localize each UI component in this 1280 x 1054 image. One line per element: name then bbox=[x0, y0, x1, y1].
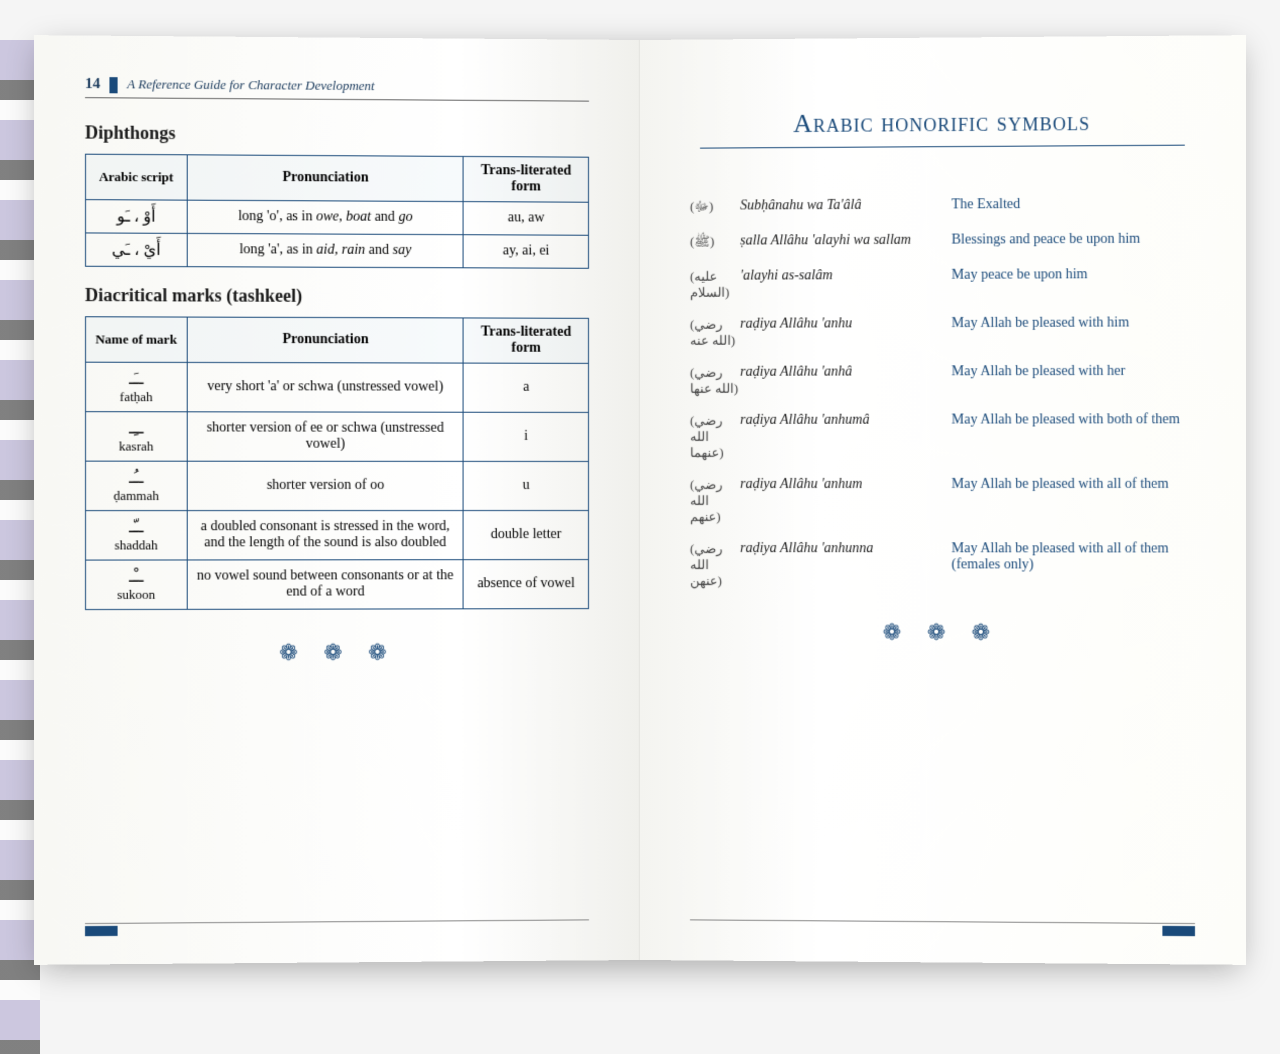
honorific-transliteration: Subḥânahu wa Ta'âlâ bbox=[740, 197, 951, 214]
diphthongs-heading: Diphthongs bbox=[85, 122, 589, 146]
cell-mark-name: ــْـsukoon bbox=[86, 560, 187, 610]
cell-mark-name: ــَـfatḥah bbox=[86, 362, 187, 412]
cell-form: ay, ai, ei bbox=[464, 235, 589, 269]
honorific-transliteration: raḍiya Allâhu 'anhum bbox=[740, 477, 951, 493]
table-row: ــَـfatḥahvery short 'a' or schwa (unstr… bbox=[86, 362, 589, 412]
diacritical-heading: Diacritical marks (tashkeel) bbox=[85, 285, 589, 308]
honorific-meaning: Blessings and peace be upon him bbox=[951, 231, 1194, 248]
th-pronunciation: Pronunciation bbox=[187, 155, 464, 202]
ornament-left: ❁ ❁ ❁ bbox=[85, 639, 589, 666]
table-row: ــْـsukoonno vowel sound between consona… bbox=[86, 560, 589, 610]
table-row: ــِـkasrahshorter version of ee or schwa… bbox=[86, 412, 589, 462]
cell-mark-name: ــِـkasrah bbox=[86, 412, 187, 462]
diphthongs-table: Arabic script Pronunciation Trans-litera… bbox=[85, 154, 589, 269]
cell-script: أَوْ ، ـَو bbox=[86, 200, 187, 234]
honorific-list: (ﷻ)Subḥânahu wa Ta'âlâThe Exalted (ﷺ)ṣall… bbox=[690, 196, 1195, 590]
honorific-meaning: May Allah be pleased with all of them (f… bbox=[951, 541, 1194, 573]
th-arabic-script: Arabic script bbox=[86, 154, 187, 200]
table-row: أَوْ ، ـَوlong 'o', as in owe, boat and … bbox=[86, 200, 589, 236]
honorific-row: (رضي الله عنهم)raḍiya Allâhu 'anhumMay A… bbox=[690, 477, 1195, 525]
honorific-transliteration: raḍiya Allâhu 'anhâ bbox=[740, 364, 951, 381]
honorific-title: Arabic honorific symbols bbox=[690, 106, 1195, 139]
honorific-symbol: (رضي الله عنهما) bbox=[690, 413, 740, 461]
honorific-transliteration: raḍiya Allâhu 'anhunna bbox=[740, 541, 951, 557]
cell-pronunciation: no vowel sound between consonants or at … bbox=[187, 560, 464, 610]
footer-block-right bbox=[1162, 926, 1195, 936]
cell-form: au, aw bbox=[464, 202, 589, 236]
honorific-transliteration: ṣalla Allâhu 'alayhi wa sallam bbox=[740, 233, 951, 250]
honorific-meaning: May Allah be pleased with both of them bbox=[951, 412, 1194, 428]
honorific-symbol: (رضي الله عنهم) bbox=[690, 477, 740, 525]
honorific-symbol: (رضي الله عنهن) bbox=[690, 541, 740, 589]
table-row: ــُـḍammahshorter version of oou bbox=[86, 461, 589, 510]
honorific-transliteration: raḍiya Allâhu 'anhu bbox=[740, 316, 951, 333]
honorific-meaning: May Allah be pleased with him bbox=[951, 315, 1194, 332]
honorific-transliteration: raḍiya Allâhu 'anhumâ bbox=[740, 413, 951, 429]
th-transliterated: Trans-literated form bbox=[464, 156, 589, 202]
page-number: 14 bbox=[85, 76, 100, 92]
honorific-symbol: (رضي الله عنها) bbox=[690, 365, 740, 397]
diacritical-table: Name of mark Pronunciation Trans-literat… bbox=[85, 316, 589, 610]
left-page: 14 A Reference Guide for Character Devel… bbox=[34, 35, 640, 965]
honorific-row: (ﷻ)Subḥânahu wa Ta'âlâThe Exalted bbox=[690, 196, 1195, 218]
th-name-of-mark: Name of mark bbox=[86, 317, 187, 363]
honorific-meaning: May Allah be pleased with all of them bbox=[951, 477, 1194, 493]
honorific-symbol: (عليه السلام) bbox=[690, 269, 740, 301]
honorific-transliteration: 'alayhi as-salâm bbox=[740, 268, 951, 285]
cell-script: أَيْ ، ـَي bbox=[86, 233, 187, 267]
header-marker bbox=[110, 77, 118, 93]
table-row: أَيْ ، ـَيlong 'a', as in aid, rain and … bbox=[86, 233, 589, 268]
cell-mark-name: ــّـshaddah bbox=[86, 511, 187, 560]
book-spread: 14 A Reference Guide for Character Devel… bbox=[40, 40, 1240, 960]
cell-pronunciation: shorter version of oo bbox=[187, 461, 464, 510]
cell-form: double letter bbox=[464, 511, 589, 560]
cell-form: a bbox=[464, 363, 589, 412]
footer-rule-right bbox=[690, 919, 1195, 924]
honorific-row: (عليه السلام)'alayhi as-salâmMay peace b… bbox=[690, 267, 1195, 301]
honorific-row: (رضي الله عنها)raḍiya Allâhu 'anhâMay Al… bbox=[690, 364, 1195, 397]
footer-rule-left bbox=[85, 919, 589, 924]
honorific-meaning: May peace be upon him bbox=[951, 267, 1194, 284]
honorific-row: (رضي الله عنه)raḍiya Allâhu 'anhuMay All… bbox=[690, 315, 1195, 349]
running-head-title: A Reference Guide for Character Developm… bbox=[127, 76, 375, 93]
running-head: 14 A Reference Guide for Character Devel… bbox=[85, 76, 589, 102]
cell-pronunciation: shorter version of ee or schwa (unstress… bbox=[187, 412, 464, 462]
honorific-meaning: May Allah be pleased with her bbox=[951, 364, 1194, 381]
cell-pronunciation: very short 'a' or schwa (unstressed vowe… bbox=[187, 362, 464, 412]
cell-form: absence of vowel bbox=[464, 560, 589, 609]
cell-form: i bbox=[464, 412, 589, 461]
honorific-row: (ﷺ)ṣalla Allâhu 'alayhi wa sallamBlessin… bbox=[690, 231, 1195, 252]
cell-pronunciation: a doubled consonant is stressed in the w… bbox=[187, 511, 464, 560]
footer-block-left bbox=[85, 926, 118, 936]
cell-form: u bbox=[464, 461, 589, 510]
th-transliterated-2: Trans-literated form bbox=[464, 318, 589, 363]
honorific-row: (رضي الله عنهما)raḍiya Allâhu 'anhumâMay… bbox=[690, 412, 1195, 461]
ornament-right: ❁ ❁ ❁ bbox=[690, 619, 1195, 646]
honorific-symbol: (رضي الله عنه) bbox=[690, 317, 740, 349]
cell-mark-name: ــُـḍammah bbox=[86, 461, 187, 510]
title-rule bbox=[700, 145, 1185, 149]
cell-pronunciation: long 'a', as in aid, rain and say bbox=[187, 233, 464, 267]
honorific-row: (رضي الله عنهن)raḍiya Allâhu 'anhunnaMay… bbox=[690, 541, 1195, 590]
honorific-symbol: (ﷺ) bbox=[690, 234, 740, 253]
table-row: ــّـshaddaha doubled consonant is stress… bbox=[86, 511, 589, 561]
cell-pronunciation: long 'o', as in owe, boat and go bbox=[187, 200, 464, 235]
honorific-symbol: (ﷻ) bbox=[690, 198, 740, 217]
honorific-meaning: The Exalted bbox=[951, 196, 1194, 213]
th-pronunciation-2: Pronunciation bbox=[187, 317, 464, 363]
right-page: Arabic honorific symbols (ﷻ)Subḥânahu wa… bbox=[640, 35, 1246, 965]
